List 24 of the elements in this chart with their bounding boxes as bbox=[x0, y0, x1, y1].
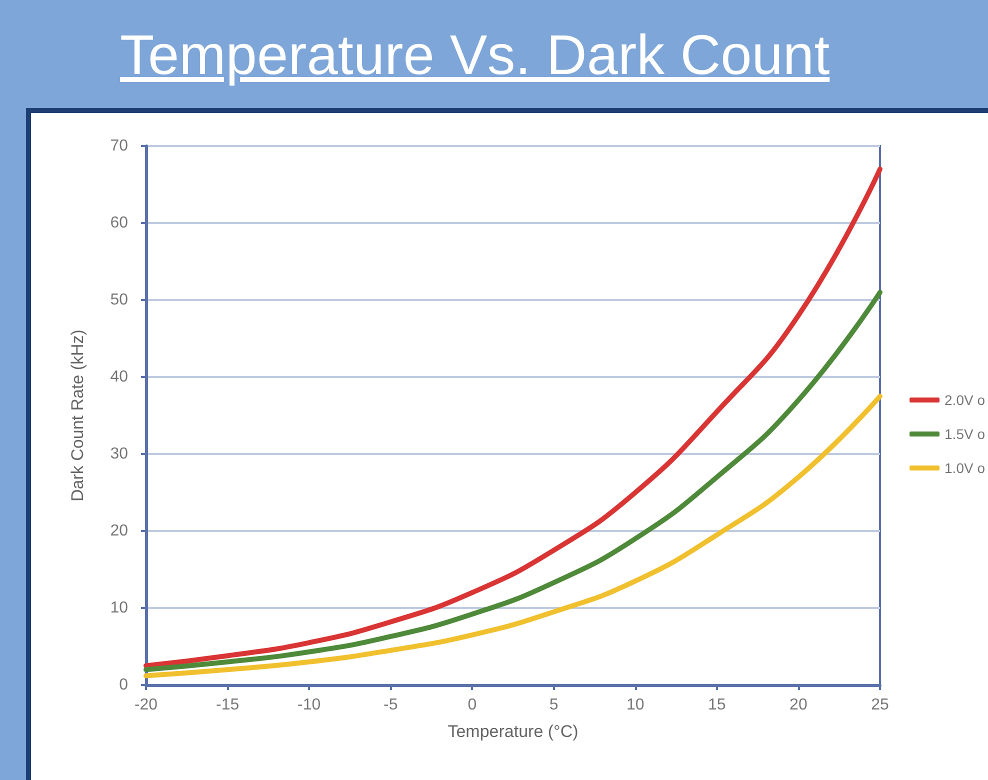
x-tick-label: 0 bbox=[468, 696, 477, 714]
y-tick-label: 0 bbox=[119, 676, 128, 694]
x-tick-label: 10 bbox=[626, 696, 644, 714]
y-tick-label: 30 bbox=[110, 446, 128, 462]
x-tick-label: 20 bbox=[790, 696, 808, 714]
y-tick-label: 40 bbox=[110, 368, 128, 386]
y-axis-title: Dark Count Rate (kHz) bbox=[68, 330, 87, 502]
legend-label: 1.5V o bbox=[944, 426, 986, 442]
y-tick-label: 20 bbox=[110, 522, 128, 540]
x-tick-label: -15 bbox=[216, 696, 240, 714]
legend-label: 2.0V o bbox=[944, 392, 986, 408]
legend-label: 1.0V o bbox=[944, 460, 986, 476]
y-tick-label: 70 bbox=[110, 138, 128, 154]
x-tick-label: -20 bbox=[134, 696, 158, 714]
x-tick-label: 25 bbox=[871, 696, 889, 714]
x-tick-label: 5 bbox=[549, 696, 558, 714]
x-tick-label: 15 bbox=[708, 696, 726, 714]
y-tick-label: 60 bbox=[110, 214, 128, 232]
y-tick-label: 50 bbox=[110, 292, 128, 308]
x-tick-label: -10 bbox=[298, 696, 321, 714]
y-tick-label: 10 bbox=[110, 600, 128, 616]
x-axis-title: Temperature (°C) bbox=[448, 722, 578, 741]
x-tick-label: -5 bbox=[384, 696, 398, 714]
chart-title: Temperature Vs. Dark Count bbox=[120, 22, 830, 87]
